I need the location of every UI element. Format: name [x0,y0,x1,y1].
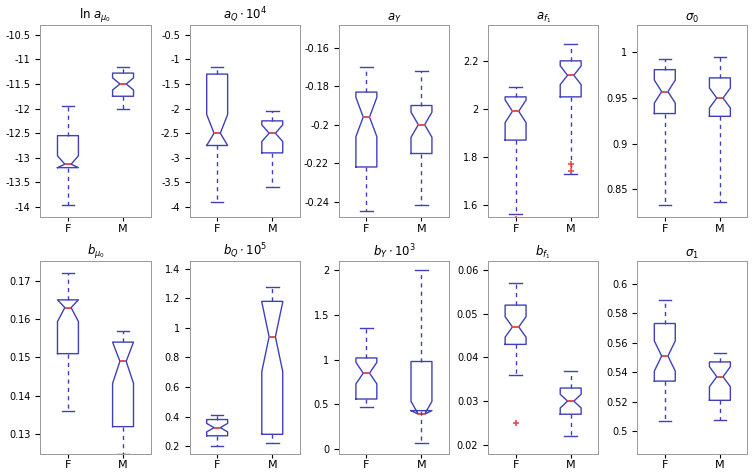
Title: $b_Q \cdot 10^5$: $b_Q \cdot 10^5$ [223,242,267,261]
Title: $\sigma_0$: $\sigma_0$ [685,12,700,25]
Title: $\sigma_1$: $\sigma_1$ [685,248,700,261]
Title: $a_Y$: $a_Y$ [386,12,401,25]
Title: $b_{f_1}$: $b_{f_1}$ [535,244,551,261]
Title: $a_{f_1}$: $a_{f_1}$ [535,10,550,25]
Title: ln $a_{\mu_0}$: ln $a_{\mu_0}$ [79,7,111,25]
Title: $b_{\mu_0}$: $b_{\mu_0}$ [87,243,105,261]
Title: $b_Y \cdot 10^3$: $b_Y \cdot 10^3$ [373,243,416,261]
Title: $a_Q \cdot 10^4$: $a_Q \cdot 10^4$ [223,6,267,25]
